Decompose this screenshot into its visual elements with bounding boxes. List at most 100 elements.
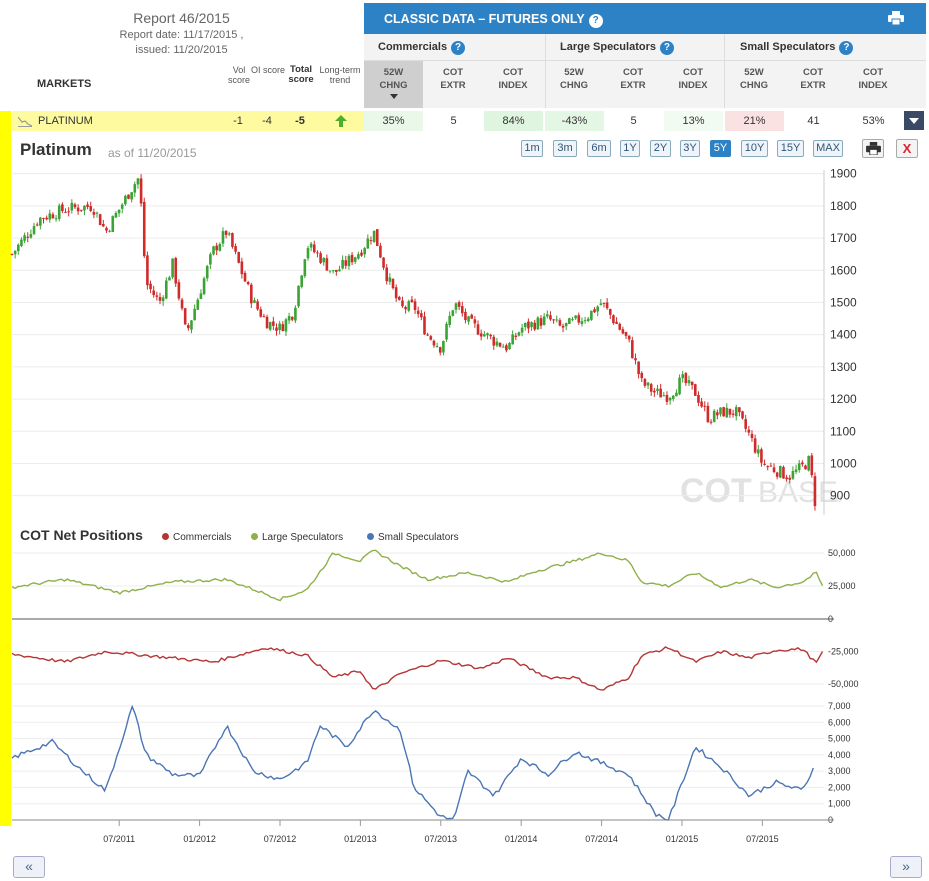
column-header-cot-extr[interactable]: COT EXTR <box>800 67 826 91</box>
data-cell: 84% <box>484 111 543 131</box>
price-tick-label: 1300 <box>830 360 857 374</box>
print-icon <box>866 142 881 155</box>
help-icon[interactable]: ? <box>659 41 674 55</box>
candle-body <box>662 395 666 397</box>
x-tick-label: 07/2011 <box>103 834 135 844</box>
candle-body <box>272 321 275 326</box>
vol-score-header[interactable]: Vol score <box>227 65 250 85</box>
candle-body <box>546 314 549 317</box>
range-button-max[interactable]: MAX <box>813 140 843 157</box>
help-icon[interactable]: ? <box>588 14 603 28</box>
candle-body <box>498 342 502 347</box>
candle-body <box>29 234 33 238</box>
cot-tick-label: 4,000 <box>828 750 851 760</box>
market-name[interactable]: PLATINUM <box>38 115 93 127</box>
column-header-cot-extr[interactable]: COT EXTR <box>620 67 646 91</box>
column-header-52w-chng[interactable]: 52W CHNG <box>364 61 423 108</box>
oi-score-header[interactable]: OI score <box>251 65 286 75</box>
candle-body <box>756 449 760 454</box>
x-tick-label: 01/2014 <box>505 834 538 844</box>
candle-body <box>791 471 795 479</box>
range-button-1y[interactable]: 1Y <box>620 140 640 157</box>
mini-chart-icon[interactable] <box>18 115 32 127</box>
range-button-2y[interactable]: 2Y <box>650 140 671 157</box>
candle-body <box>32 226 36 234</box>
candle-body <box>338 269 341 272</box>
candle-body <box>344 260 348 266</box>
candle-body <box>599 303 603 305</box>
candle-body <box>580 321 584 325</box>
cot-tick-label: 3,000 <box>828 766 851 776</box>
legend-small-speculators[interactable]: Small Speculators <box>367 532 459 543</box>
candle-body <box>158 297 162 301</box>
long-term-trend-header[interactable]: Long-term trend <box>319 65 361 85</box>
svg-text:.co: .co <box>826 491 842 505</box>
scroll-back-button[interactable]: « <box>13 856 45 878</box>
candle-body <box>420 313 423 318</box>
column-header-52w-chng[interactable]: 52W CHNG <box>560 67 588 91</box>
candle-body <box>319 253 322 263</box>
candle-body <box>278 323 281 331</box>
range-button-1m[interactable]: 1m <box>521 140 543 157</box>
column-header-cot-extr[interactable]: COT EXTR <box>440 67 466 91</box>
range-button-15y[interactable]: 15Y <box>777 140 804 157</box>
range-button-3y[interactable]: 3Y <box>680 140 700 157</box>
candle-body <box>760 449 763 463</box>
candle-body <box>10 253 14 255</box>
candle-body <box>253 300 256 303</box>
print-chart-button[interactable] <box>862 139 884 158</box>
candle-body <box>79 209 83 211</box>
close-chart-button[interactable]: X <box>896 139 918 158</box>
candle-body <box>171 258 174 278</box>
market-row-platinum[interactable]: PLATINUM -1 -4 -5 <box>12 111 364 131</box>
candle-body <box>549 315 552 320</box>
candle-body <box>401 300 404 307</box>
candle-body <box>467 316 470 322</box>
candle-body <box>624 332 628 336</box>
expand-row-dropdown[interactable] <box>904 111 924 130</box>
total-score-header[interactable]: Total score <box>288 64 314 85</box>
candle-body <box>161 297 165 302</box>
candle-body <box>190 320 193 330</box>
candle-body <box>83 205 86 211</box>
column-header-52w-chng[interactable]: 52W CHNG <box>740 67 768 91</box>
print-icon[interactable] <box>888 11 904 25</box>
candle-body <box>26 236 30 238</box>
data-cell: 13% <box>664 111 723 131</box>
candle-body <box>164 280 168 299</box>
candle-body <box>45 217 48 220</box>
chart-as-of-date: as of 11/20/2015 <box>108 146 197 160</box>
range-button-3m[interactable]: 3m <box>553 140 577 157</box>
column-header-cot-index[interactable]: COT INDEX <box>858 67 888 91</box>
range-button-6m[interactable]: 6m <box>587 140 611 157</box>
series-line-small-speculators <box>11 704 814 821</box>
data-cell: 53% <box>844 111 903 131</box>
legend-large-speculators[interactable]: Large Speculators <box>251 532 343 543</box>
cot-tick-label: -50,000 <box>828 679 859 689</box>
candle-body <box>511 334 514 345</box>
candle-body <box>665 394 669 402</box>
help-icon[interactable]: ? <box>451 41 466 55</box>
candle-body <box>193 308 196 321</box>
candle-body <box>375 229 379 246</box>
column-header-cot-index[interactable]: COT INDEX <box>678 67 708 91</box>
candle-body <box>388 277 392 282</box>
legend-commercials[interactable]: Commercials <box>162 532 231 543</box>
candle-body <box>649 384 653 392</box>
candle-body <box>357 254 360 259</box>
range-button-10y[interactable]: 10Y <box>741 140 768 157</box>
group-large-speculators: Large Speculators? <box>560 34 674 61</box>
column-header-cot-index[interactable]: COT INDEX <box>498 67 528 91</box>
candle-body <box>596 306 599 312</box>
data-cell: -43% <box>545 111 604 131</box>
range-button-5y[interactable]: 5Y <box>710 140 731 157</box>
help-icon[interactable]: ? <box>839 41 854 55</box>
candle-body <box>804 465 807 470</box>
candle-body <box>92 212 96 215</box>
candle-body <box>801 462 804 465</box>
candle-body <box>697 394 700 403</box>
candle-body <box>445 323 448 340</box>
candle-body <box>227 233 231 235</box>
scroll-forward-button[interactable]: » <box>890 856 922 878</box>
price-tick-label: 1800 <box>830 199 857 213</box>
